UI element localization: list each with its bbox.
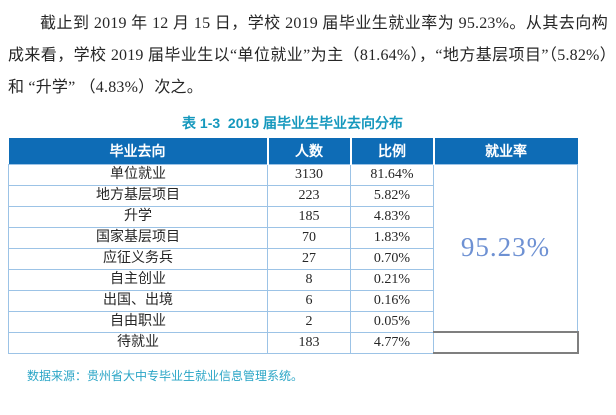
header-destination: 毕业去向 [8,138,269,164]
data-source-note: 数据来源：贵州省大中专毕业生就业信息管理系统。 [27,369,304,383]
cell-percent: 4.83% [350,205,434,228]
table-row: 待就业 183 4.77% [8,331,579,354]
table-title: 表 1-3 2019 届毕业生毕业去向分布 [182,115,403,131]
cell-count: 2 [267,310,351,333]
table-row: 应征义务兵 27 0.70% [8,247,578,270]
cell-destination: 自主创业 [8,268,268,291]
employment-rate-value: 95.23% [433,163,578,333]
cell-destination: 单位就业 [8,163,268,186]
cell-percent: 0.05% [350,310,434,333]
cell-count: 8 [267,268,351,291]
cell-destination: 出国、出境 [8,289,268,312]
cell-destination: 应征义务兵 [8,247,268,270]
cell-destination: 自由职业 [8,310,268,333]
employment-rate-empty-cell [433,331,579,354]
intro-paragraph: 截止到 2019 年 12 月 15 日，学校 2019 届毕业生就业率为 95… [8,15,608,96]
header-employment-rate: 就业率 [433,138,578,164]
table-row: 升学 185 4.83% [8,205,578,228]
table-row: 自由职业 2 0.05% [8,310,578,333]
cell-destination: 升学 [8,205,268,228]
cell-percent: 0.16% [350,289,434,312]
destination-table: 毕业去向 人数 比例 就业率 单位就业 3130 81.64% 95.23% 地… [8,138,579,354]
table-row: 单位就业 3130 81.64% 95.23% [8,163,578,333]
header-ratio: 比例 [350,138,435,164]
cell-count: 3130 [267,163,351,186]
header-count: 人数 [267,138,352,164]
cell-percent: 81.64% [350,163,434,186]
cell-count: 70 [267,226,351,249]
table-row: 出国、出境 6 0.16% [8,289,578,312]
cell-count: 183 [267,331,351,354]
cell-percent: 0.70% [350,247,434,270]
cell-count: 185 [267,205,351,228]
cell-percent: 4.77% [350,331,434,354]
cell-destination: 国家基层项目 [8,226,268,249]
cell-percent: 1.83% [350,226,434,249]
cell-destination: 地方基层项目 [8,184,268,207]
table-row: 自主创业 8 0.21% [8,268,578,291]
table-header-row: 毕业去向 人数 比例 就业率 [8,138,578,164]
cell-count: 6 [267,289,351,312]
cell-percent: 0.21% [350,268,434,291]
cell-destination: 待就业 [8,331,268,354]
cell-count: 27 [267,247,351,270]
cell-count: 223 [267,184,351,207]
cell-percent: 5.82% [350,184,434,207]
